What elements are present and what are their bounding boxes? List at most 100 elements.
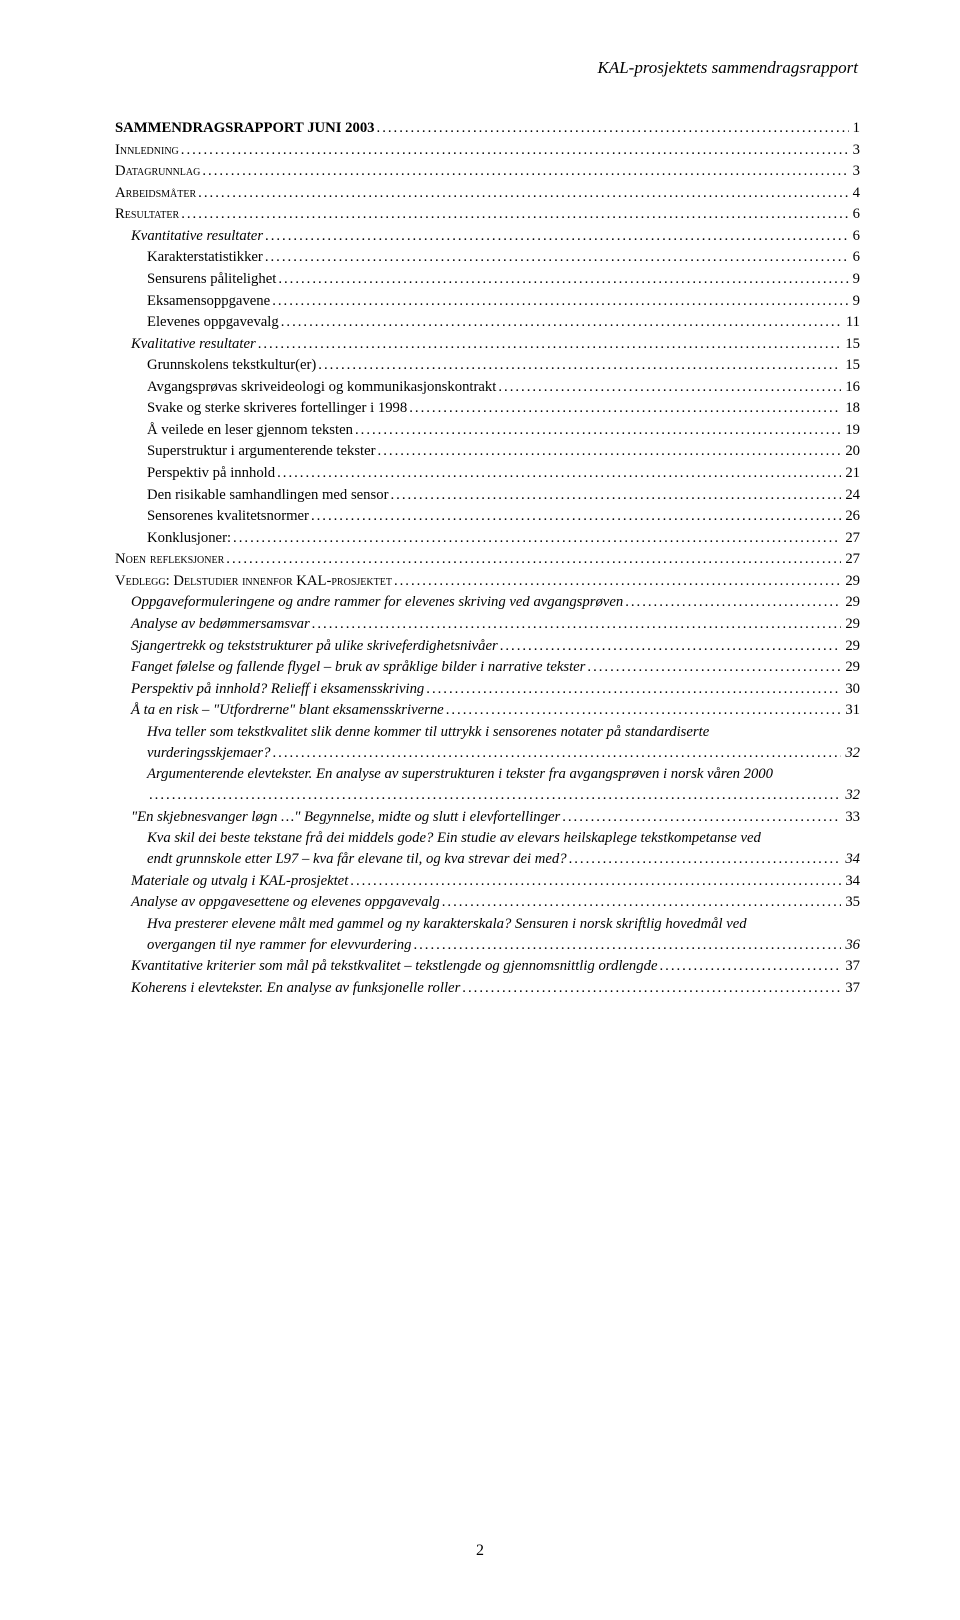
toc-entry-title: Noen refleksjoner — [115, 549, 224, 570]
toc-entry-page: 6 — [851, 204, 860, 225]
toc-entry: Sensurens pålitelighet9 — [115, 269, 860, 290]
toc-entry-page: 21 — [843, 463, 860, 484]
toc-leader — [258, 334, 842, 355]
toc-entry-title: Elevenes oppgavevalg — [147, 312, 279, 333]
toc-entry-title: Kvalitative resultater — [131, 334, 256, 355]
toc-leader — [587, 657, 841, 678]
page: KAL-prosjektets sammendragsrapport SAMME… — [0, 0, 960, 1620]
toc-leader — [277, 463, 841, 484]
toc-entry-page: 19 — [843, 420, 860, 441]
toc-leader — [377, 118, 849, 139]
toc-entry: Noen refleksjoner 27 — [115, 549, 860, 570]
toc-entry-page: 32 — [843, 785, 860, 806]
toc-entry-title: Hva teller som tekstkvalitet slik denne … — [147, 724, 709, 740]
toc-entry-page: 27 — [843, 528, 860, 549]
toc-entry: Arbeidsmåter 4 — [115, 183, 860, 204]
toc-entry-page: 30 — [843, 679, 860, 700]
toc-entry: Oppgaveformuleringene og andre rammer fo… — [115, 592, 860, 613]
toc-leader — [312, 614, 842, 635]
toc-leader — [659, 956, 841, 977]
toc-entry-title: Å ta en risk – "Utfordrerne" blant eksam… — [131, 700, 444, 721]
toc-entry-page: 36 — [843, 935, 860, 956]
toc-entry: Å veilede en leser gjennom teksten 19 — [115, 420, 860, 441]
toc-entry: Kva skil dei beste tekstane frå dei midd… — [115, 828, 860, 870]
toc-entry-page: 6 — [851, 226, 860, 247]
toc-entry-title: Den risikable samhandlingen med sensor — [147, 485, 388, 506]
toc-leader — [498, 377, 841, 398]
toc-leader — [394, 571, 841, 592]
toc-entry-title: Oppgaveformuleringene og andre rammer fo… — [131, 592, 623, 613]
toc-entry-page: 34 — [843, 871, 860, 892]
toc-entry-page: 3 — [851, 140, 860, 161]
toc-entry-title: Resultater — [115, 204, 179, 225]
toc-entry-title: Koherens i elevtekster. En analyse av fu… — [131, 978, 460, 999]
toc-entry: Resultater 6 — [115, 204, 860, 225]
toc-entry-page: 3 — [851, 161, 860, 182]
toc-entry-title: Superstruktur i argumenterende tekster — [147, 441, 376, 462]
toc-leader — [233, 528, 841, 549]
toc-entry-page: 26 — [843, 506, 860, 527]
toc-entry-title: Innledning — [115, 140, 179, 161]
toc-leader — [278, 269, 848, 290]
toc-entry: Avgangsprøvas skriveideologi og kommunik… — [115, 377, 860, 398]
toc-leader — [625, 592, 841, 613]
toc-entry: Å ta en risk – "Utfordrerne" blant eksam… — [115, 700, 860, 721]
toc-entry-page: 6 — [851, 247, 860, 268]
toc-entry: Den risikable samhandlingen med sensor24 — [115, 485, 860, 506]
toc-entry-title: SAMMENDRAGSRAPPORT JUNI 2003 — [115, 118, 375, 139]
toc-entry-page: 9 — [851, 269, 860, 290]
toc-entry-page: 32 — [843, 743, 860, 764]
toc-leader — [181, 204, 848, 225]
page-number: 2 — [0, 1542, 960, 1560]
toc-entry-page: 29 — [843, 592, 860, 613]
table-of-contents: SAMMENDRAGSRAPPORT JUNI 20031Innledning3… — [115, 118, 860, 999]
toc-entry-page: 29 — [843, 657, 860, 678]
toc-entry-title: Å veilede en leser gjennom teksten — [147, 420, 353, 441]
toc-entry: Hva presterer elevene målt med gammel og… — [115, 914, 860, 956]
toc-entry-page: 15 — [843, 334, 860, 355]
toc-entry-title: Sjangertrekk og tekststrukturer på ulike… — [131, 636, 498, 657]
toc-entry-title: Datagrunnlag — [115, 161, 200, 182]
toc-leader — [442, 892, 842, 913]
toc-entry-title-cont: endt grunnskole etter L97 – kva får elev… — [147, 849, 567, 870]
toc-entry-title: Materiale og utvalg i KAL-prosjektet — [131, 871, 348, 892]
toc-entry-page: 9 — [851, 291, 860, 312]
toc-entry-page: 4 — [851, 183, 860, 204]
toc-entry-title: Kvantitative resultater — [131, 226, 263, 247]
toc-leader — [281, 312, 842, 333]
toc-entry: Superstruktur i argumenterende tekster20 — [115, 441, 860, 462]
toc-entry-title: Arbeidsmåter — [115, 183, 196, 204]
toc-entry-page: 31 — [843, 700, 860, 721]
toc-entry-title: Kvantitative kriterier som mål på tekstk… — [131, 956, 657, 977]
toc-entry-title: Karakterstatistikker — [147, 247, 263, 268]
toc-leader — [272, 291, 848, 312]
toc-leader — [265, 226, 849, 247]
toc-leader — [378, 441, 842, 462]
toc-entry: Kvalitative resultater 15 — [115, 334, 860, 355]
toc-entry: Innledning 3 — [115, 140, 860, 161]
toc-entry-page: 37 — [843, 956, 860, 977]
toc-leader — [355, 420, 841, 441]
toc-entry-page: 16 — [843, 377, 860, 398]
toc-leader — [311, 506, 841, 527]
toc-entry: Materiale og utvalg i KAL-prosjektet 34 — [115, 871, 860, 892]
toc-entry: Kvantitative kriterier som mål på tekstk… — [115, 956, 860, 977]
toc-entry-title: Perspektiv på innhold — [147, 463, 275, 484]
toc-entry: Argumenterende elevtekster. En analyse a… — [115, 764, 860, 806]
toc-entry: Eksamensoppgavene9 — [115, 291, 860, 312]
toc-entry: Elevenes oppgavevalg11 — [115, 312, 860, 333]
toc-entry-title-cont: vurderingsskjemaer? — [147, 743, 270, 764]
toc-entry: Konklusjoner:27 — [115, 528, 860, 549]
toc-entry-title: Kva skil dei beste tekstane frå dei midd… — [147, 830, 761, 846]
toc-entry-page: 27 — [843, 549, 860, 570]
toc-entry-page: 35 — [843, 892, 860, 913]
toc-entry: Vedlegg: Delstudier innenfor KAL-prosjek… — [115, 571, 860, 592]
toc-leader — [426, 679, 841, 700]
toc-entry-title: Vedlegg: Delstudier innenfor KAL-prosjek… — [115, 571, 392, 592]
toc-entry-title: Analyse av bedømmersamsvar — [131, 614, 310, 635]
toc-leader — [226, 549, 841, 570]
toc-entry-title: Grunnskolens tekstkultur(er) — [147, 355, 316, 376]
toc-leader — [446, 700, 842, 721]
toc-entry-page: 15 — [843, 355, 860, 376]
toc-leader — [350, 871, 841, 892]
